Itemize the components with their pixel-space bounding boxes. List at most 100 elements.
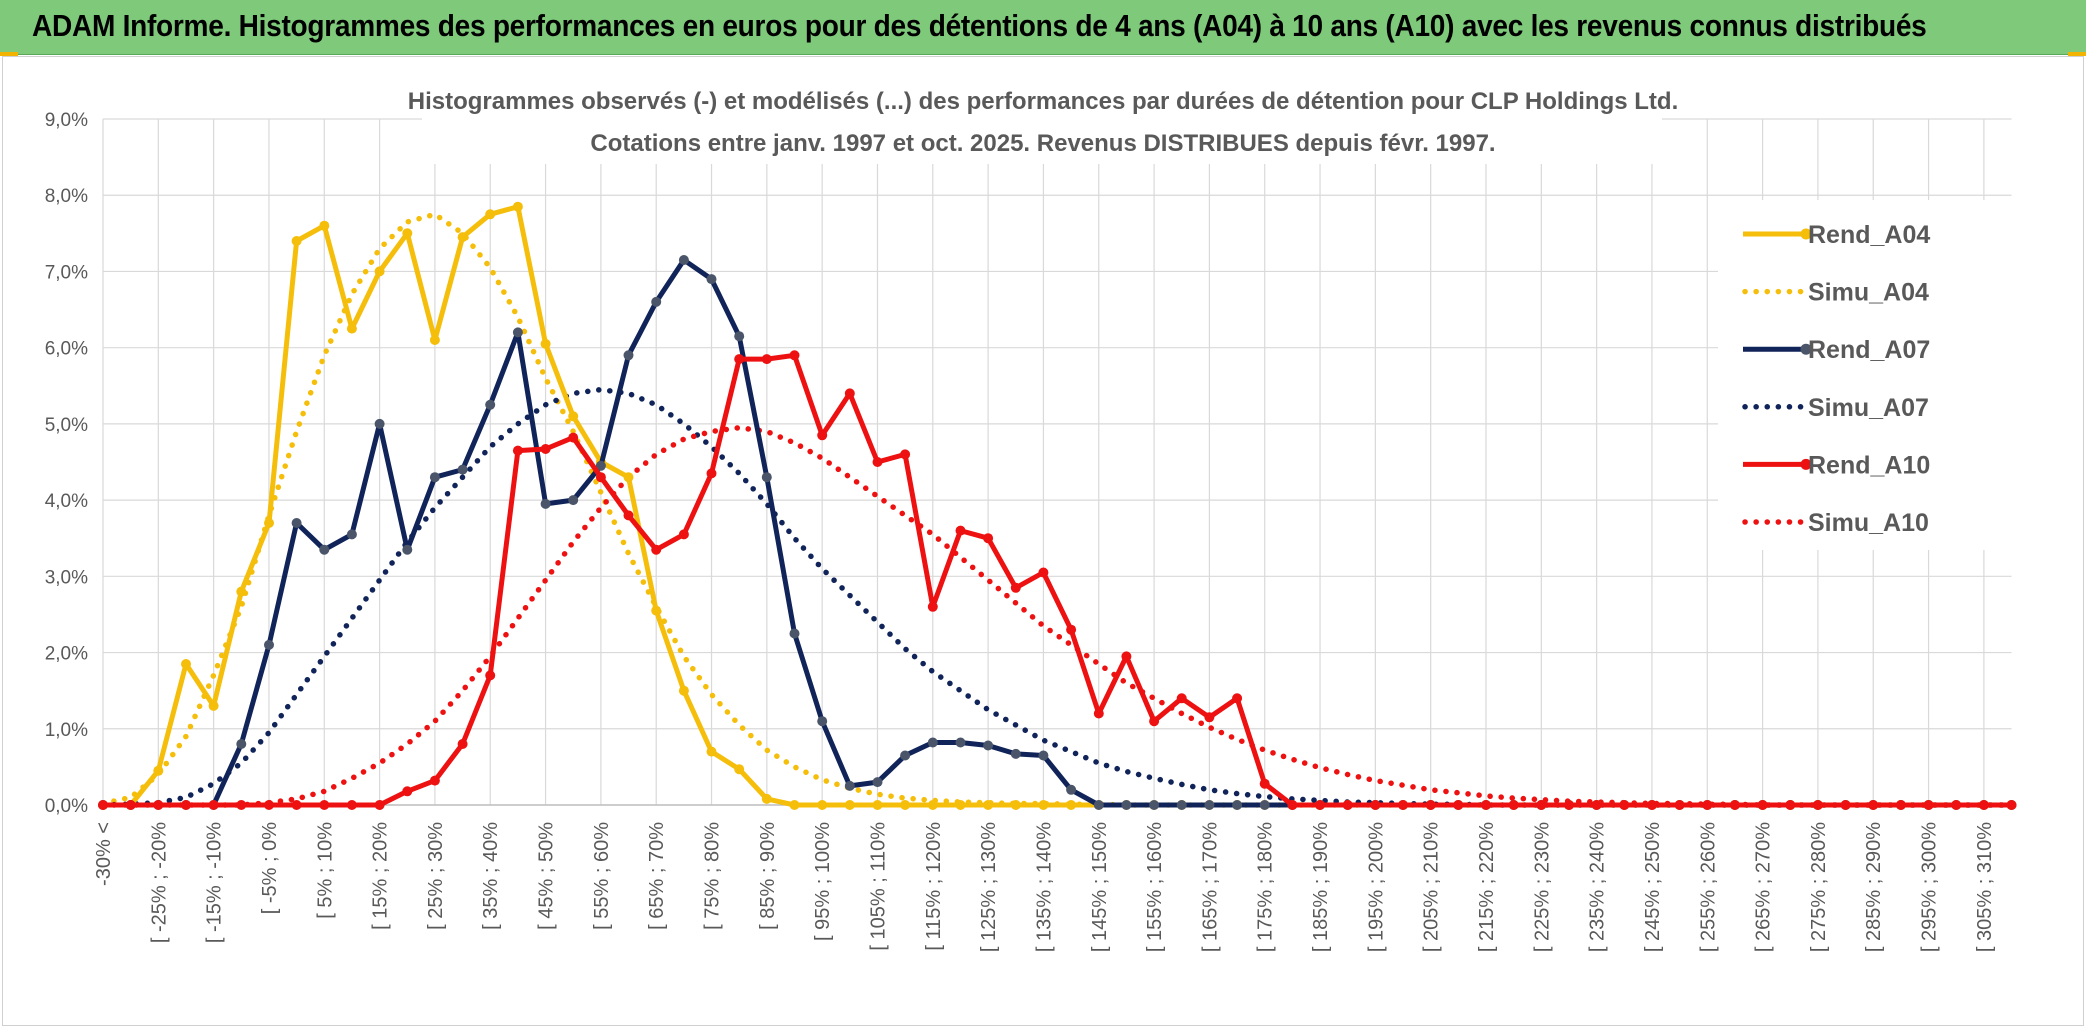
x-tick-label: [ -25% ; -20% bbox=[148, 822, 170, 943]
point-Rend_A04 bbox=[872, 800, 883, 810]
point-Rend_A10 bbox=[540, 444, 551, 454]
point-Rend_A07 bbox=[236, 739, 247, 749]
x-tick-label: [ 155% ; 160% bbox=[1144, 822, 1166, 952]
point-Rend_A10 bbox=[429, 775, 440, 786]
series-Simu_A10 bbox=[100, 424, 2015, 808]
legend-item-Rend_A10: Rend_A10 bbox=[1743, 451, 1930, 479]
point-Rend_A10 bbox=[1425, 800, 1436, 810]
x-tick-label: [ 135% ; 140% bbox=[1033, 822, 1055, 952]
legend-item-Rend_A04: Rend_A04 bbox=[1743, 221, 1930, 249]
point-Rend_A10 bbox=[651, 544, 662, 555]
point-Rend_A04 bbox=[319, 220, 330, 231]
y-tick-label: 0,0% bbox=[45, 796, 88, 817]
point-Rend_A10 bbox=[181, 800, 191, 810]
point-Rend_A10 bbox=[1176, 693, 1187, 704]
point-Rend_A10 bbox=[1895, 800, 1906, 810]
point-Rend_A10 bbox=[1536, 800, 1547, 810]
point-Rend_A10 bbox=[264, 800, 274, 810]
point-Rend_A04 bbox=[346, 323, 357, 334]
point-Rend_A07 bbox=[264, 639, 274, 650]
x-tick-label: [ 205% ; 210% bbox=[1421, 822, 1443, 952]
legend-marker bbox=[1800, 343, 1812, 355]
point-Rend_A10 bbox=[761, 354, 772, 365]
point-Rend_A10 bbox=[1702, 800, 1713, 810]
point-Rend_A04 bbox=[208, 700, 219, 711]
x-tick-label: [ 265% ; 270% bbox=[1753, 822, 1775, 952]
point-Rend_A10 bbox=[789, 350, 800, 361]
point-Rend_A04 bbox=[651, 605, 662, 616]
point-Rend_A04 bbox=[734, 764, 745, 775]
point-Rend_A04 bbox=[540, 338, 551, 349]
legend-label: Simu_A10 bbox=[1808, 509, 1929, 537]
series-lines bbox=[98, 201, 2017, 810]
x-tick-label: [ 305% ; 310% bbox=[1974, 822, 1996, 952]
point-Rend_A07 bbox=[1121, 800, 1132, 810]
point-Rend_A07 bbox=[540, 498, 551, 509]
point-Rend_A10 bbox=[2006, 800, 2017, 810]
point-Rend_A04 bbox=[900, 800, 911, 810]
point-Rend_A10 bbox=[1481, 800, 1491, 810]
point-Rend_A04 bbox=[761, 793, 772, 804]
point-Rend_A07 bbox=[1232, 800, 1243, 810]
point-Rend_A04 bbox=[789, 800, 800, 810]
point-Rend_A07 bbox=[734, 331, 745, 342]
point-Rend_A07 bbox=[844, 780, 855, 791]
point-Rend_A10 bbox=[1149, 716, 1160, 727]
point-Rend_A07 bbox=[485, 399, 496, 410]
x-tick-label: [ 115% ; 120% bbox=[923, 822, 945, 951]
point-Rend_A10 bbox=[927, 601, 938, 612]
y-tick-label: 3,0% bbox=[45, 567, 88, 588]
point-Rend_A04 bbox=[678, 685, 689, 696]
point-Rend_A10 bbox=[1647, 800, 1657, 810]
point-Rend_A04 bbox=[485, 209, 496, 220]
legend-label: Simu_A04 bbox=[1808, 279, 1929, 307]
point-Rend_A07 bbox=[955, 737, 966, 748]
point-Rend_A10 bbox=[1674, 800, 1685, 810]
x-tick-label: [ 25% ; 30% bbox=[425, 822, 447, 930]
point-Rend_A10 bbox=[1923, 800, 1934, 810]
legend-item-Simu_A07: Simu_A07 bbox=[1742, 394, 1929, 422]
point-Rend_A10 bbox=[1287, 800, 1298, 810]
point-Rend_A10 bbox=[236, 800, 247, 810]
point-Rend_A10 bbox=[374, 800, 385, 810]
point-Rend_A07 bbox=[1149, 800, 1160, 810]
point-Rend_A10 bbox=[1564, 800, 1574, 810]
point-Rend_A07 bbox=[900, 750, 911, 761]
point-Rend_A07 bbox=[291, 518, 302, 528]
x-tick-label: [ 65% ; 70% bbox=[646, 822, 668, 930]
point-Rend_A07 bbox=[983, 740, 994, 751]
point-Rend_A10 bbox=[1453, 800, 1464, 810]
x-tick-label: [ 15% ; 20% bbox=[370, 822, 392, 930]
legend-item-Simu_A10: Simu_A10 bbox=[1742, 509, 1929, 537]
point-Rend_A04 bbox=[236, 586, 247, 597]
point-Rend_A07 bbox=[927, 737, 938, 748]
line-Simu_A10 bbox=[100, 424, 2015, 808]
x-axis-ticks: -30% < [ -25% ; -20% [ -15% ; -10% [ -5% ; … bbox=[93, 822, 1996, 952]
point-Rend_A07 bbox=[789, 628, 800, 639]
point-Rend_A04 bbox=[512, 201, 523, 212]
x-tick-label: [ 235% ; 240% bbox=[1587, 822, 1609, 952]
point-Rend_A10 bbox=[1370, 800, 1381, 810]
x-tick-label: [ 5% ; 10% bbox=[314, 822, 336, 919]
x-tick-label: [ 95% ; 100% bbox=[812, 822, 834, 941]
legend-label: Rend_A10 bbox=[1808, 451, 1930, 479]
point-Rend_A04 bbox=[1038, 800, 1049, 810]
point-Rend_A10 bbox=[1259, 778, 1270, 789]
point-Rend_A07 bbox=[651, 296, 662, 307]
point-Rend_A07 bbox=[1093, 800, 1104, 810]
point-Rend_A10 bbox=[125, 800, 136, 810]
point-Rend_A04 bbox=[291, 236, 302, 246]
report-banner: ADAM Informe. Histogrammes des performan… bbox=[0, 0, 2086, 55]
x-tick-label: [ 125% ; 130% bbox=[978, 822, 1000, 952]
point-Rend_A10 bbox=[1840, 800, 1851, 810]
point-Rend_A10 bbox=[1121, 651, 1132, 662]
point-Rend_A10 bbox=[1508, 800, 1519, 810]
point-Rend_A07 bbox=[1259, 800, 1270, 810]
x-tick-label: [ 185% ; 190% bbox=[1310, 822, 1332, 952]
point-Rend_A10 bbox=[485, 670, 496, 681]
point-Rend_A04 bbox=[457, 232, 468, 243]
point-Rend_A04 bbox=[1010, 800, 1021, 810]
x-tick-label: [ 75% ; 80% bbox=[702, 822, 724, 930]
y-tick-label: 8,0% bbox=[45, 186, 88, 207]
point-Rend_A07 bbox=[568, 495, 579, 506]
